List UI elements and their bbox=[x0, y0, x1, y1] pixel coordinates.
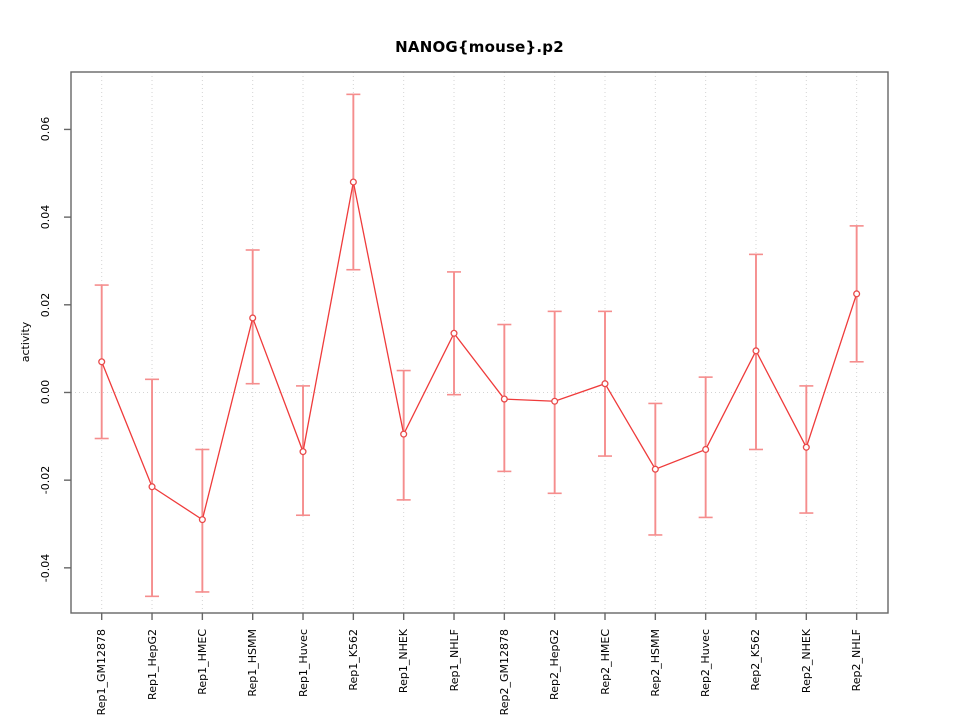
x-tick-label: Rep2_HSMM bbox=[648, 629, 662, 697]
gridlines bbox=[71, 72, 888, 613]
data-point bbox=[702, 445, 710, 454]
x-tick-label: Rep1_HSMM bbox=[246, 629, 260, 697]
data-point bbox=[500, 395, 508, 403]
data-point bbox=[601, 380, 609, 388]
x-tick-label: Rep1_HepG2 bbox=[145, 629, 159, 700]
data-point bbox=[450, 329, 458, 337]
data-point bbox=[853, 290, 861, 298]
series-line bbox=[101, 181, 858, 521]
x-tick-label: Rep1_NHLF bbox=[447, 629, 461, 692]
data-point bbox=[400, 430, 408, 438]
data-point bbox=[98, 358, 106, 366]
data-point bbox=[752, 347, 760, 355]
chart-title: NANOG{mouse}.p2 bbox=[395, 38, 564, 56]
x-tick-label: Rep1_HMEC bbox=[195, 629, 209, 695]
y-axis-ticks bbox=[64, 128, 71, 569]
error-bars bbox=[94, 93, 864, 598]
plot-border bbox=[70, 71, 889, 614]
x-axis-ticks bbox=[100, 613, 858, 620]
data-point bbox=[349, 178, 357, 186]
data-point bbox=[299, 448, 307, 456]
data-point bbox=[551, 397, 559, 405]
x-tick-label: Rep2_NHLF bbox=[850, 629, 864, 692]
x-tick-label: Rep2_K562 bbox=[749, 629, 763, 691]
data-points bbox=[98, 178, 861, 524]
x-tick-label: Rep2_Huvec bbox=[699, 629, 713, 697]
x-tick-label: Rep2_NHEK bbox=[799, 629, 813, 694]
x-tick-label: Rep1_Huvec bbox=[296, 629, 310, 697]
x-tick-label: Rep2_GM12878 bbox=[497, 629, 511, 716]
data-point bbox=[802, 443, 810, 451]
x-tick-label: Rep2_HepG2 bbox=[548, 629, 562, 700]
data-point bbox=[198, 516, 206, 524]
x-tick-label: Rep2_HMEC bbox=[598, 629, 612, 695]
x-tick-label: Rep1_GM12878 bbox=[95, 629, 109, 716]
data-point bbox=[148, 483, 156, 491]
x-tick-label: Rep1_NHEK bbox=[397, 629, 411, 694]
x-tick-label: Rep1_K562 bbox=[346, 629, 360, 691]
data-point bbox=[651, 465, 659, 473]
data-point bbox=[249, 314, 257, 322]
